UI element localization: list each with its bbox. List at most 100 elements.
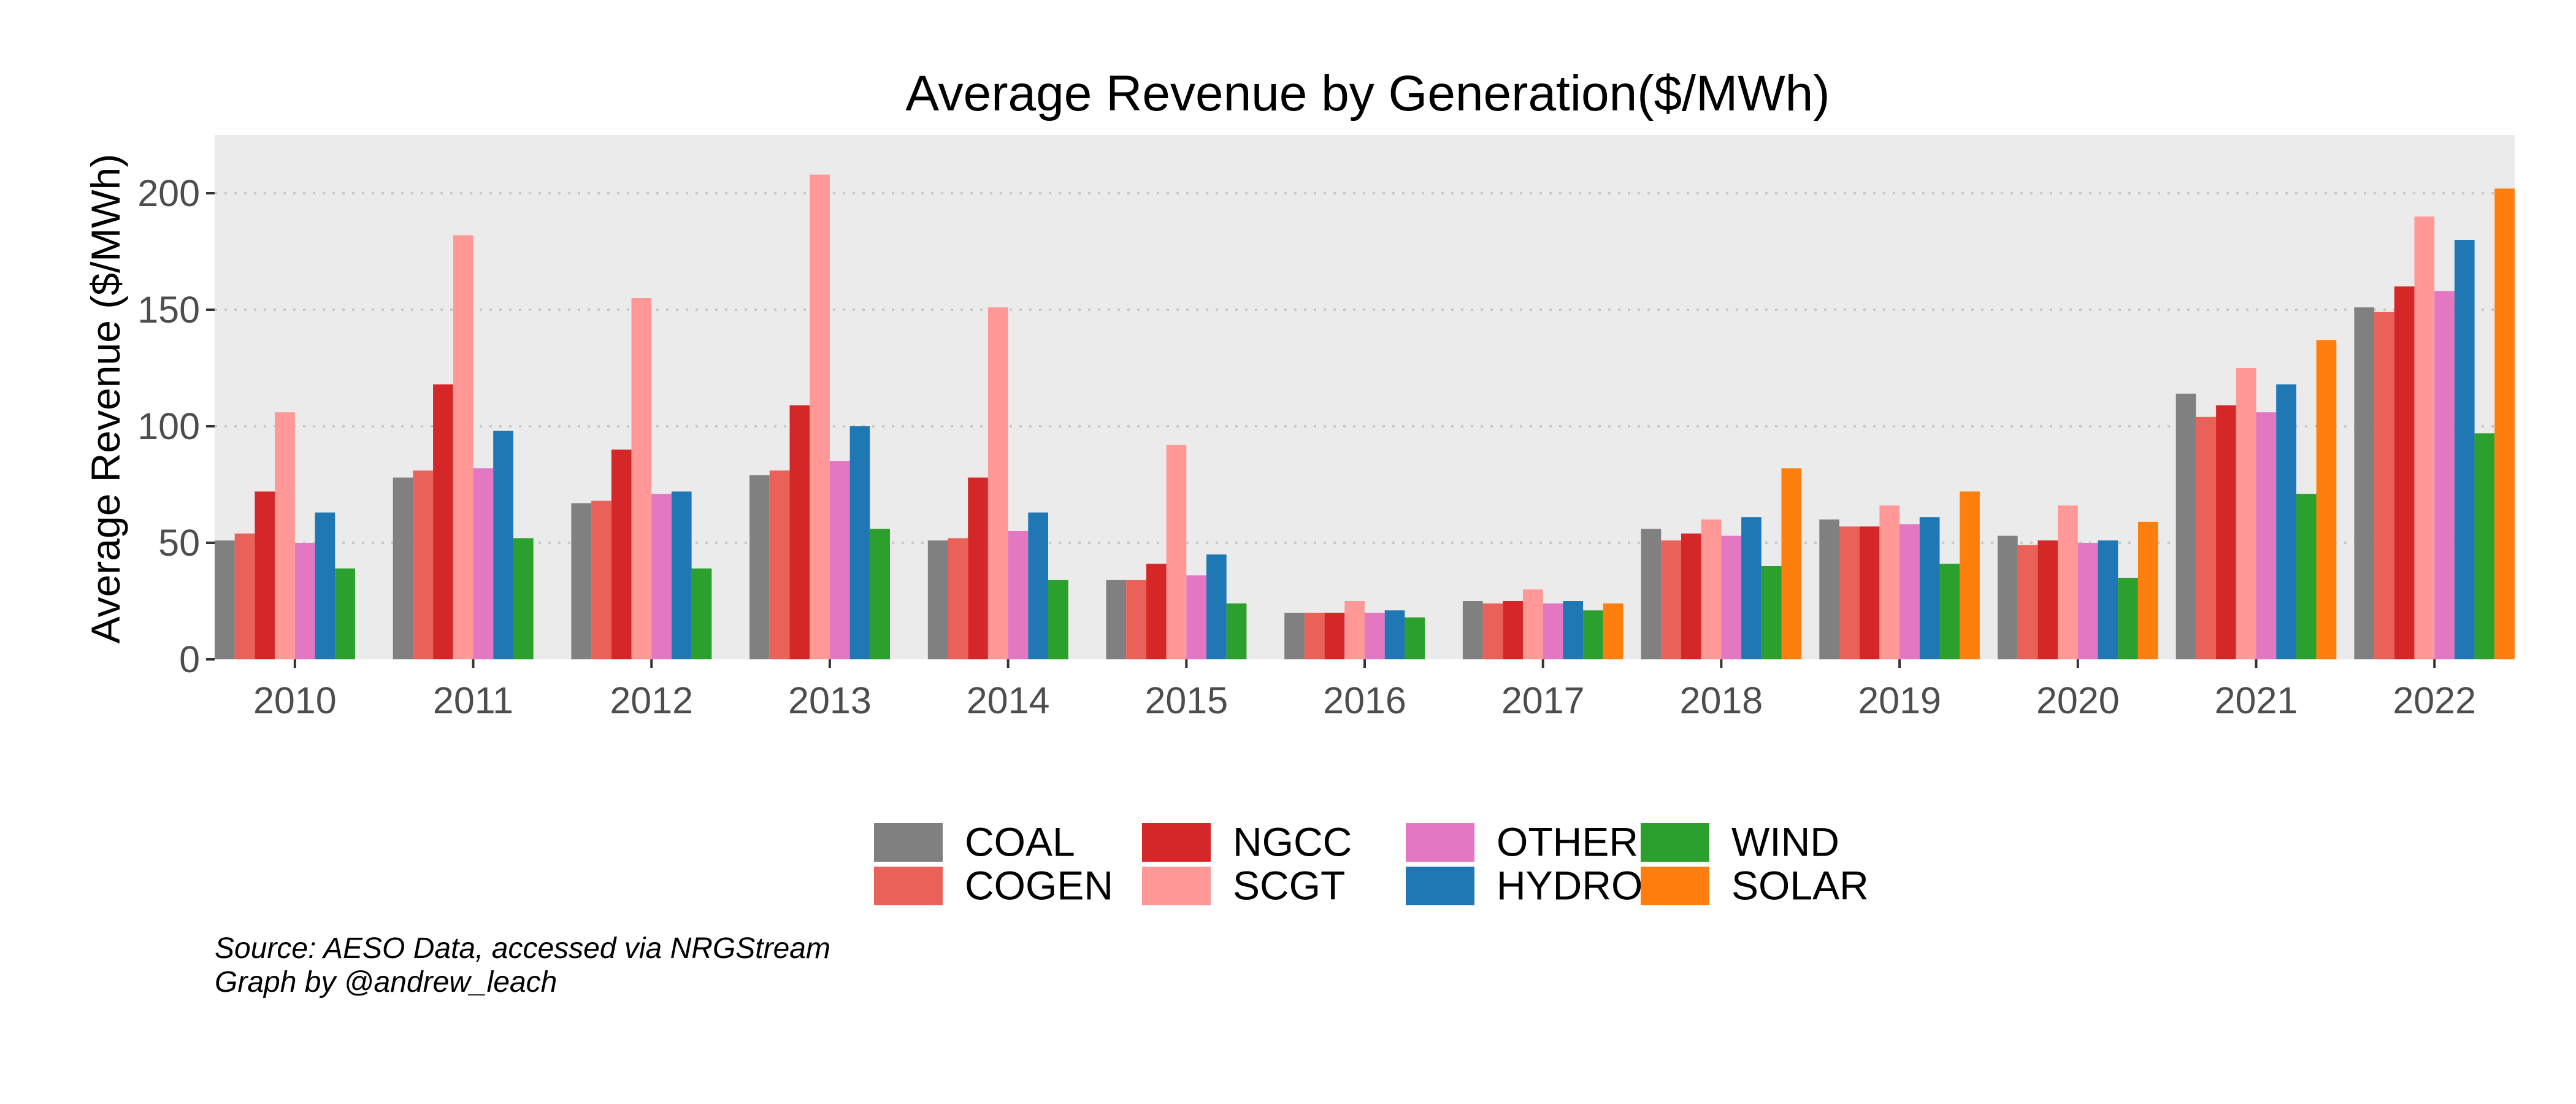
bar-coal-2014 [927,540,948,659]
bars [215,174,2515,660]
bar-hydro-2014 [1028,512,1049,659]
bar-cogen-2019 [1839,526,1860,659]
bar-cogen-2012 [591,500,611,659]
bar-wind-2011 [513,538,534,659]
bar-hydro-2018 [1741,517,1761,659]
legend-key-scgt [1142,867,1211,905]
bar-scgt-2017 [1522,589,1543,659]
x-tick-label: 2022 [2393,680,2476,721]
bar-scgt-2021 [2236,368,2256,659]
bar-wind-2020 [2118,578,2138,659]
x-tick-label: 2013 [788,680,872,721]
bar-scgt-2020 [2058,505,2078,659]
legend-key-wind [1641,823,1709,862]
bar-coal-2021 [2175,393,2196,659]
y-tick-label: 50 [158,522,200,564]
bar-ngcc-2012 [611,450,632,659]
bar-scgt-2014 [987,307,1008,659]
legend-label-ngcc: NGCC [1233,819,1352,865]
bar-other-2014 [1008,531,1029,659]
bar-scgt-2013 [810,174,830,660]
bar-ngcc-2015 [1146,564,1167,659]
bar-hydro-2017 [1563,601,1584,659]
bar-coal-2022 [2354,307,2375,659]
x-axis: 2010 2011 2012 2013 2014 2015 2016 2017 2018 2019… [253,659,2476,721]
bar-other-2019 [1899,524,1920,659]
x-tick-label: 2019 [1858,680,1941,721]
bar-solar-2017 [1603,603,1623,659]
bar-scgt-2018 [1701,519,1722,659]
bar-hydro-2013 [849,426,870,659]
bar-hydro-2016 [1384,610,1405,659]
bar-other-2011 [473,468,494,659]
bar-ngcc-2014 [968,477,988,659]
x-tick-label: 2015 [1144,680,1228,721]
legend-label-other: OTHER [1497,819,1638,865]
bar-coal-2018 [1641,529,1662,659]
legend-key-hydro [1406,867,1474,905]
bar-wind-2021 [2296,494,2317,659]
bar-solar-2019 [1960,491,1980,659]
legend-label-coal: COAL [965,819,1075,865]
bar-cogen-2011 [413,470,434,659]
bar-cogen-2020 [2017,545,2038,659]
bar-scgt-2015 [1166,445,1187,659]
bar-wind-2010 [335,568,355,659]
bar-coal-2017 [1462,601,1483,659]
bar-coal-2011 [393,477,413,659]
bar-cogen-2014 [948,538,968,659]
legend-key-solar [1641,867,1709,905]
bar-ngcc-2019 [1859,526,1880,659]
legend-label-hydro: HYDRO [1497,863,1643,908]
bar-wind-2016 [1405,617,1425,659]
x-tick-label: 2010 [253,680,337,721]
legend-label-scgt: SCGT [1233,863,1345,908]
x-tick-label: 2017 [1501,680,1585,721]
bar-hydro-2020 [2098,540,2118,659]
legend-key-ngcc [1142,823,1211,862]
legend-key-cogen [874,867,943,905]
bar-cogen-2013 [769,470,790,659]
y-tick-label: 150 [137,289,200,331]
bar-hydro-2015 [1206,554,1227,659]
bar-scgt-2011 [453,235,473,659]
bar-hydro-2021 [2276,384,2296,659]
x-tick-label: 2020 [2036,680,2120,721]
bar-coal-2013 [749,475,770,659]
bar-wind-2022 [2474,433,2495,659]
x-tick-label: 2018 [1680,680,1763,721]
bar-cogen-2010 [234,533,255,659]
y-axis-title: Average Revenue ($/MWh) [83,154,128,643]
bar-other-2022 [2434,291,2455,660]
legend-key-other [1406,823,1474,862]
bar-cogen-2015 [1126,580,1146,659]
bar-solar-2022 [2494,188,2515,659]
bar-coal-2010 [215,540,235,659]
bar-ngcc-2017 [1503,601,1523,659]
bar-scgt-2016 [1344,601,1365,659]
plot-panel [215,135,2515,659]
bar-ngcc-2020 [2037,540,2058,659]
x-tick-label: 2021 [2215,680,2298,721]
legend-label-wind: WIND [1731,819,1839,865]
x-tick-label: 2016 [1323,680,1406,721]
bar-other-2020 [2077,543,2098,659]
bar-scgt-2019 [1879,505,1900,659]
bar-wind-2013 [870,529,891,659]
y-tick-label: 0 [179,638,200,680]
bar-ngcc-2021 [2216,405,2236,659]
bar-other-2010 [294,543,315,659]
bar-scgt-2010 [275,412,295,659]
bar-other-2012 [651,494,672,659]
bar-cogen-2016 [1304,613,1325,659]
bar-hydro-2010 [315,512,335,659]
bar-ngcc-2013 [789,405,810,659]
bar-wind-2019 [1939,564,1960,659]
bar-coal-2015 [1106,580,1127,659]
bar-scgt-2012 [631,298,652,659]
legend-label-cogen: COGEN [965,863,1113,908]
bar-other-2016 [1365,613,1385,659]
bar-wind-2017 [1583,610,1603,659]
